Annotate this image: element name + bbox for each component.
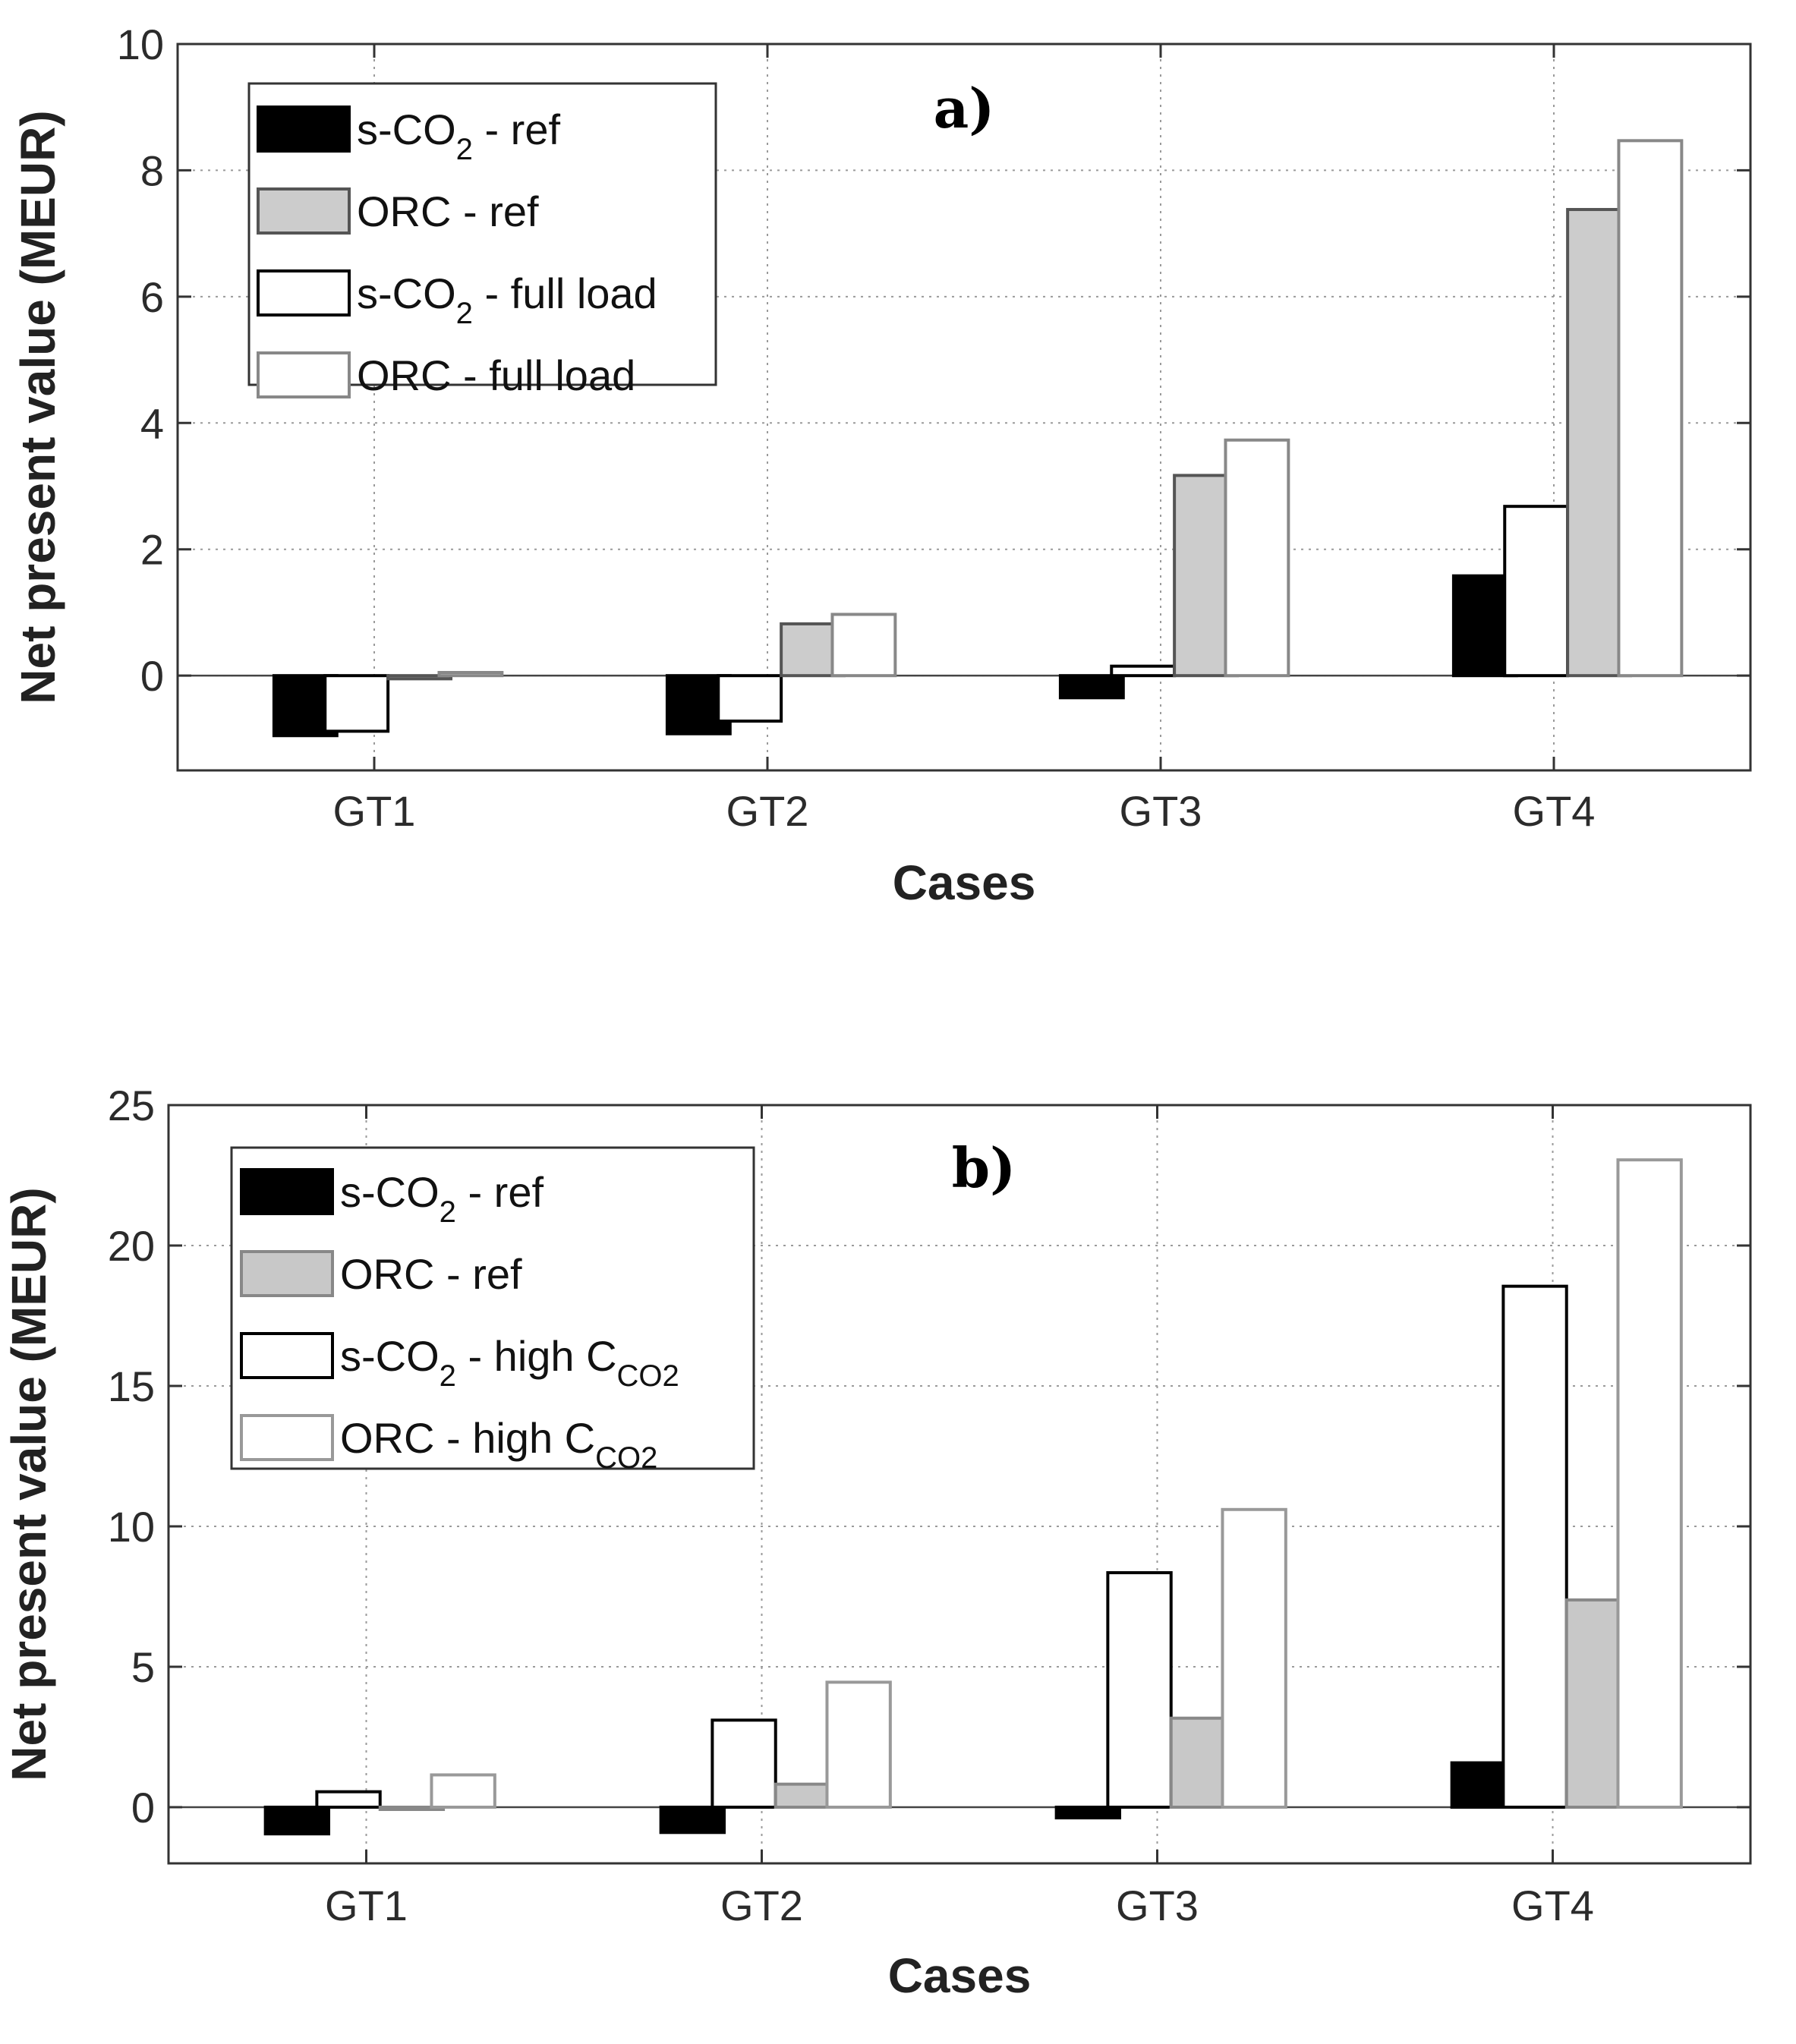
x-axis-label: Cases bbox=[893, 855, 1036, 910]
y-tick-label: 15 bbox=[108, 1362, 155, 1410]
bar-gt1-series-3 bbox=[386, 674, 453, 681]
legend-label-rest: - high C bbox=[456, 1332, 617, 1380]
bar-gt1-series-2 bbox=[323, 674, 390, 733]
bar-gt2-series-4 bbox=[825, 1680, 892, 1809]
bar-gt1-series-2 bbox=[315, 1790, 382, 1809]
legend-swatch bbox=[240, 1414, 334, 1461]
bar-gt1-series-4 bbox=[437, 671, 504, 678]
y-tick-label: 0 bbox=[140, 652, 164, 700]
legend-entry-label: s-CO2 - ref bbox=[340, 1168, 544, 1229]
x-tick-label: GT2 bbox=[726, 787, 809, 835]
y-tick-label: 20 bbox=[108, 1222, 155, 1270]
y-tick-label: 4 bbox=[140, 399, 164, 447]
y-axis-label: Net present value (MEUR) bbox=[2, 1187, 56, 1781]
x-tick-label: GT3 bbox=[1120, 787, 1202, 835]
y-tick-label: 10 bbox=[117, 20, 164, 68]
legend-label-rest: - full load bbox=[473, 269, 657, 317]
bar-gt2-series-4 bbox=[830, 613, 897, 678]
panel-title: a) bbox=[934, 76, 995, 140]
bar-gt1-series-4 bbox=[430, 1773, 496, 1809]
legend-label-main: s-CO bbox=[357, 269, 456, 317]
legend-entry-label: ORC - high CCO2 bbox=[340, 1414, 657, 1475]
bar-gt3-series-1 bbox=[1058, 674, 1125, 700]
y-tick-label: 2 bbox=[140, 526, 164, 574]
bar-gt4-series-4 bbox=[1616, 1158, 1683, 1809]
axes-frame bbox=[176, 43, 1752, 772]
legend-swatch bbox=[240, 1250, 334, 1297]
y-tick-label: 6 bbox=[140, 273, 164, 321]
legend-label-main: ORC - high C bbox=[340, 1414, 595, 1462]
bar-gt2-series-1 bbox=[659, 1806, 726, 1835]
y-axis-label: Net present value (MEUR) bbox=[11, 110, 65, 704]
legend-swatch bbox=[257, 351, 351, 398]
legend-label-main: s-CO bbox=[357, 106, 456, 153]
legend-label-sub: 2 bbox=[456, 297, 473, 330]
y-tick-label: 25 bbox=[108, 1082, 155, 1129]
legend-entry-label: ORC - ref bbox=[340, 1250, 522, 1298]
legend-label-sub: 2 bbox=[440, 1195, 456, 1229]
bar-gt4-series-2 bbox=[1503, 505, 1570, 678]
legend-swatch bbox=[240, 1332, 334, 1379]
legend-swatch bbox=[257, 187, 351, 235]
legend-swatch bbox=[257, 106, 351, 153]
legend-swatch bbox=[240, 1168, 334, 1215]
bar-gt3-series-2 bbox=[1110, 664, 1177, 678]
legend-label-main: s-CO bbox=[340, 1168, 440, 1216]
legend-entry-label: s-CO2 - high CCO2 bbox=[340, 1332, 679, 1393]
legend-label-rest: - ref bbox=[456, 1168, 544, 1216]
y-tick-label: 0 bbox=[131, 1784, 155, 1831]
axes-frame bbox=[167, 1104, 1752, 1865]
legend-label-main: ORC - ref bbox=[357, 187, 539, 235]
bar-gt4-series-2 bbox=[1501, 1284, 1568, 1809]
legend-entry-label: ORC - ref bbox=[357, 187, 539, 235]
legend-label-sub: 2 bbox=[456, 133, 473, 166]
x-tick-label: GT2 bbox=[720, 1882, 803, 1929]
legend-entry-label: s-CO2 - full load bbox=[357, 269, 657, 330]
legend-swatch bbox=[257, 269, 351, 317]
bar-gt3-series-2 bbox=[1106, 1571, 1173, 1809]
legend-label-main: ORC - ref bbox=[340, 1250, 522, 1298]
bar-gt3-series-4 bbox=[1224, 438, 1290, 678]
y-tick-label: 8 bbox=[140, 146, 164, 194]
x-tick-label: GT4 bbox=[1513, 787, 1596, 835]
y-tick-label: 10 bbox=[108, 1503, 155, 1551]
bar-gt3-series-4 bbox=[1221, 1507, 1287, 1809]
bar-gt2-series-2 bbox=[717, 674, 783, 723]
legend-label-sub: CO2 bbox=[595, 1441, 657, 1475]
panel-title: b) bbox=[952, 1135, 1016, 1200]
chart-panel-b: 0 5 10 15 20 25 GT1 GT2 GT3 GT4 Cases Net present v… bbox=[2, 1082, 1752, 2003]
y-tick-label: 5 bbox=[131, 1643, 155, 1691]
legend-label-main: ORC - full load bbox=[357, 351, 635, 399]
legend-label-sub: 2 bbox=[440, 1359, 456, 1393]
chart-panel-a: 0 2 4 6 8 10 GT1 GT2 GT3 GT4 Cases Net present valu… bbox=[11, 20, 1752, 910]
x-tick-label: GT1 bbox=[325, 1882, 408, 1929]
bar-gt3-series-1 bbox=[1054, 1806, 1122, 1820]
bar-gt4-series-4 bbox=[1617, 139, 1684, 678]
legend-label-sub2: CO2 bbox=[617, 1359, 679, 1393]
bar-gt2-series-2 bbox=[711, 1718, 777, 1809]
x-tick-label: GT3 bbox=[1116, 1882, 1199, 1929]
legend-entry-label: s-CO2 - ref bbox=[357, 106, 560, 166]
legend-label-main: s-CO bbox=[340, 1332, 440, 1380]
x-axis-label: Cases bbox=[888, 1948, 1032, 2003]
bar-gt1-series-1 bbox=[263, 1806, 331, 1836]
legend-entry-label: ORC - full load bbox=[357, 351, 635, 399]
legend-label-rest: - ref bbox=[473, 106, 561, 153]
x-tick-label: GT1 bbox=[333, 787, 416, 835]
x-tick-label: GT4 bbox=[1511, 1882, 1594, 1929]
